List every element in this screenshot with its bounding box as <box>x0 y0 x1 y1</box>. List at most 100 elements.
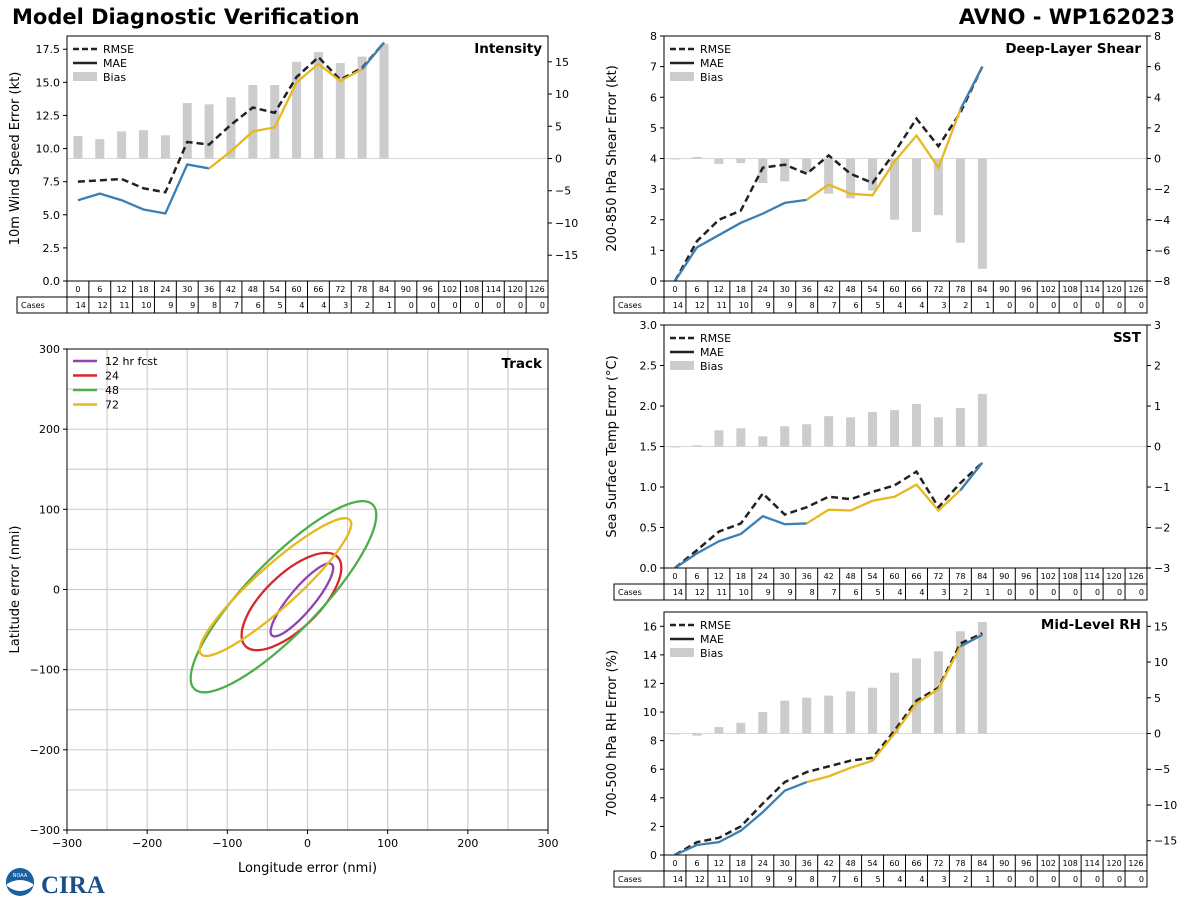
shear-y2tick-label: 4 <box>1154 91 1161 104</box>
rh-hour-label: 120 <box>1106 859 1121 868</box>
track-ylabel: Latitude error (nmi) <box>8 526 23 654</box>
sst-case-count: 6 <box>853 588 858 597</box>
shear-y2tick-label: 8 <box>1154 30 1161 43</box>
intensity-hour-label: 48 <box>248 285 258 294</box>
rh-case-count: 14 <box>673 875 683 884</box>
intensity-bias-bar <box>357 56 367 159</box>
sst-case-count: 3 <box>941 588 946 597</box>
sst-hour-label: 36 <box>802 572 812 581</box>
sst-y2tick-label: −3 <box>1154 562 1170 575</box>
intensity-mae-line-late <box>208 41 385 170</box>
intensity-hour-label: 30 <box>182 285 192 294</box>
shear-case-count: 12 <box>695 301 705 310</box>
shear-legend-bias-label: Bias <box>700 71 723 84</box>
shear-y2tick-label: −2 <box>1154 183 1170 196</box>
sst-hour-label: 96 <box>1021 572 1031 581</box>
sst-bias-bar <box>670 446 680 448</box>
shear-ytick-label: 5 <box>650 122 657 135</box>
sst-hour-label: 84 <box>977 572 987 581</box>
intensity-legend-bias-label: Bias <box>103 71 126 84</box>
sst-bias-bar <box>780 426 790 447</box>
rh-hour-label: 36 <box>802 859 812 868</box>
track-ellipse-t48 <box>189 499 378 694</box>
shear-case-count: 4 <box>919 301 924 310</box>
shear-case-count: 3 <box>941 301 946 310</box>
sst-case-count: 0 <box>1073 588 1078 597</box>
intensity-case-count: 0 <box>474 301 479 310</box>
rh-bias-bar <box>780 700 790 734</box>
sst-ytick-label: 1.5 <box>640 441 658 454</box>
shear-hour-label: 12 <box>714 285 724 294</box>
shear-bias-bar <box>868 158 878 191</box>
intensity-case-count: 0 <box>540 301 545 310</box>
rh-case-count: 4 <box>897 875 902 884</box>
rh-ytick-label: 6 <box>650 763 657 776</box>
rh-case-count: 11 <box>717 875 727 884</box>
rh-bias-bar <box>758 712 768 734</box>
rh-hour-label: 84 <box>977 859 987 868</box>
intensity-ytick-label: 5.0 <box>43 209 61 222</box>
rh-ytick-label: 14 <box>643 649 657 662</box>
track-ytick-label: 0 <box>53 584 60 597</box>
rh-case-count: 10 <box>739 875 749 884</box>
shear-hour-label: 114 <box>1084 285 1099 294</box>
shear-case-count: 0 <box>1095 301 1100 310</box>
track-xtick-label: 0 <box>304 837 311 850</box>
model-storm-label: AVNO - WP162023 <box>958 5 1175 29</box>
shear-ytick-label: 1 <box>650 244 657 257</box>
sst-case-count: 8 <box>810 588 815 597</box>
intensity-bias-bar <box>379 43 389 159</box>
shear-case-count: 0 <box>1051 301 1056 310</box>
sst-bias-bar <box>933 417 943 447</box>
track-xtick-label: −200 <box>132 837 162 850</box>
rh-case-count: 5 <box>875 875 880 884</box>
intensity-hour-label: 90 <box>401 285 411 294</box>
shear-mae-line <box>674 198 807 282</box>
sst-y2tick-label: 3 <box>1154 319 1161 332</box>
sst-title: SST <box>1113 330 1142 346</box>
shear-bias-bar <box>714 158 724 164</box>
rh-legend-mae-label: MAE <box>700 633 724 646</box>
shear-case-count: 0 <box>1073 301 1078 310</box>
rh-case-count: 0 <box>1095 875 1100 884</box>
shear-hour-label: 6 <box>694 285 699 294</box>
sst-case-count: 0 <box>1095 588 1100 597</box>
rh-case-count: 8 <box>810 875 815 884</box>
rh-ytick-label: 12 <box>643 677 657 690</box>
sst-hour-label: 6 <box>694 572 699 581</box>
sst-legend-bias-swatch <box>670 361 694 370</box>
shear-bias-bar <box>977 158 987 269</box>
intensity-bias-bar <box>139 130 149 159</box>
shear-bias-bar <box>758 158 768 183</box>
track-legend-label: 72 <box>105 399 119 412</box>
shear-ytick-label: 4 <box>650 153 657 166</box>
shear-hour-label: 60 <box>889 285 899 294</box>
intensity-legend-mae-label: MAE <box>103 57 127 70</box>
noaa-logo-text: NOAA <box>13 873 28 879</box>
sst-ylabel: Sea Surface Temp Error (°C) <box>605 355 620 537</box>
rh-case-count: 0 <box>1117 875 1122 884</box>
rh-title: Mid-Level RH <box>1041 617 1141 633</box>
shear-y2tick-label: −8 <box>1154 275 1170 288</box>
shear-y2tick-label: 2 <box>1154 122 1161 135</box>
intensity-hour-label: 72 <box>335 285 345 294</box>
rh-ytick-label: 16 <box>643 620 657 633</box>
track-ytick-label: 200 <box>39 423 60 436</box>
sst-bias-bar <box>758 436 768 447</box>
sst-hour-label: 108 <box>1063 572 1078 581</box>
intensity-case-count: 11 <box>119 301 129 310</box>
sst-bias-bar <box>868 412 878 447</box>
shear-case-count: 2 <box>963 301 968 310</box>
intensity-bias-bar <box>160 135 170 159</box>
track-ellipse-t72 <box>198 517 353 658</box>
track-legend-label: 48 <box>105 384 119 397</box>
rh-hour-label: 72 <box>933 859 943 868</box>
intensity-bias-bar <box>73 135 83 159</box>
track-xlabel: Longitude error (nmi) <box>238 861 377 876</box>
intensity-mae-line-end <box>361 41 385 70</box>
track-xtick-label: 300 <box>538 837 559 850</box>
shear-hour-label: 78 <box>955 285 965 294</box>
sst-case-count: 4 <box>919 588 924 597</box>
sst-legend-bias-label: Bias <box>700 360 723 373</box>
